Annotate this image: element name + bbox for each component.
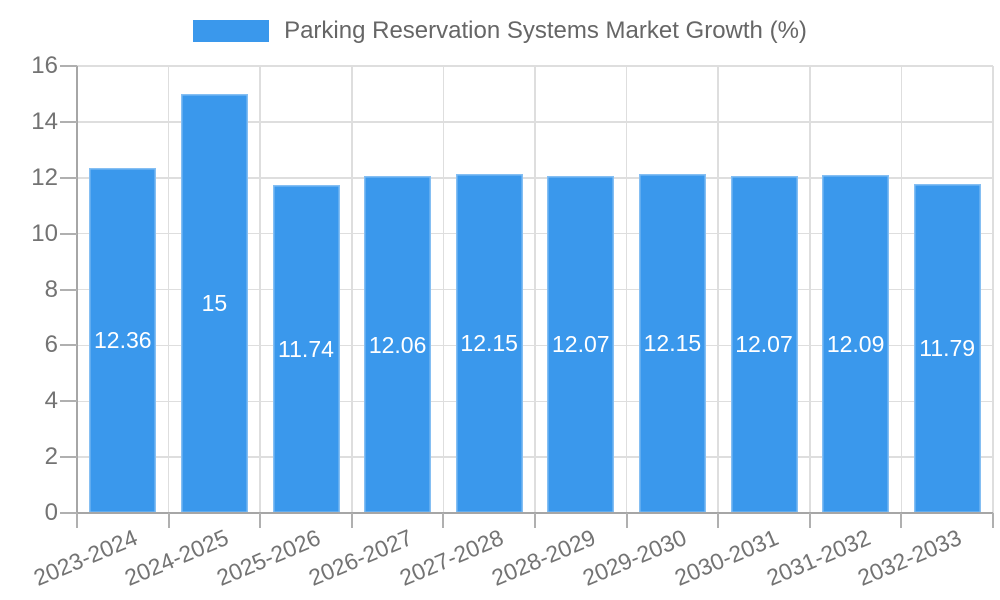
y-tick [60,120,77,123]
x-tick [259,513,262,528]
y-tick [60,232,77,235]
bar-2030-2031 [730,175,798,513]
x-axis-tick-label: 2028-2029 [487,524,599,591]
bar-2028-2029 [547,175,615,513]
y-tick [60,176,77,179]
x-axis-tick-label: 2030-2031 [670,524,783,591]
bar-value-label: 11.74 [278,336,334,362]
x-axis-tick-label: 2032-2033 [853,524,966,591]
x-axis-tick-label: 2025-2026 [212,524,325,591]
bar-value-label: 12.07 [552,331,610,358]
x-tick [900,513,903,528]
x-axis-tick-label: 2029-2030 [579,524,691,591]
x-tick [167,513,170,528]
chart-legend[interactable]: Parking Reservation Systems Market Growt… [0,17,1000,45]
y-axis-tick-label: 14 [31,107,58,135]
bar-value-label: 12.15 [643,330,702,357]
bar-2027-2028 [455,173,523,513]
y-tick [60,288,77,291]
v-gridline [259,66,261,513]
x-tick [350,513,353,528]
x-tick [717,513,720,528]
v-gridline [442,66,445,513]
x-axis-tick-label: 2031-2032 [762,524,874,591]
y-tick [60,400,77,403]
y-tick [60,512,77,514]
v-gridline [625,66,628,513]
bar-2024-2025 [180,93,248,513]
x-tick [992,513,994,528]
v-gridline [717,66,719,513]
v-gridline [809,66,811,513]
x-axis-tick-label: 2027-2028 [395,524,508,591]
bar-value-label: 12.36 [94,327,152,354]
v-gridline [900,66,903,513]
y-tick [60,65,77,67]
x-tick [76,513,78,528]
bar-2026-2027 [364,176,432,513]
y-axis-tick-label: 12 [31,163,58,191]
v-gridline [534,66,536,513]
bar-2023-2024 [89,167,157,513]
y-axis-tick-label: 4 [44,387,58,415]
y-axis-tick-label: 2 [44,443,58,471]
v-gridline [167,66,170,513]
y-axis-tick-label: 16 [31,52,58,79]
y-axis-tick-label: 0 [44,499,58,526]
bar-2025-2026 [272,185,340,513]
bar-value-label: 12.09 [826,331,885,358]
y-tick [60,456,77,459]
x-tick [534,513,536,528]
legend-swatch-icon [193,20,270,42]
bar-value-label: 12.06 [368,331,427,358]
y-axis-tick-label: 8 [44,275,58,303]
y-axis-tick-label: 10 [31,219,58,247]
bar-value-label: 15 [201,290,228,317]
x-tick [442,513,445,528]
bar-value-label: 12.07 [735,331,793,358]
y-axis-line [76,66,78,515]
x-axis-tick-label: 2024-2025 [121,524,233,591]
v-gridline [351,66,353,513]
bar-2031-2032 [822,175,890,513]
y-axis-tick-label: 6 [44,331,58,359]
bar-value-label: 11.79 [919,335,976,362]
bar-2029-2030 [638,173,706,513]
bar-2032-2033 [913,183,981,513]
bar-value-label: 12.15 [460,330,518,357]
legend-label: Parking Reservation Systems Market Growt… [284,17,807,44]
x-tick [625,513,628,528]
y-tick [60,344,77,347]
x-tick [808,513,811,528]
v-gridline [992,66,994,513]
x-axis-tick-label: 2026-2027 [304,524,416,591]
x-axis-tick-label: 2023-2024 [29,524,141,591]
